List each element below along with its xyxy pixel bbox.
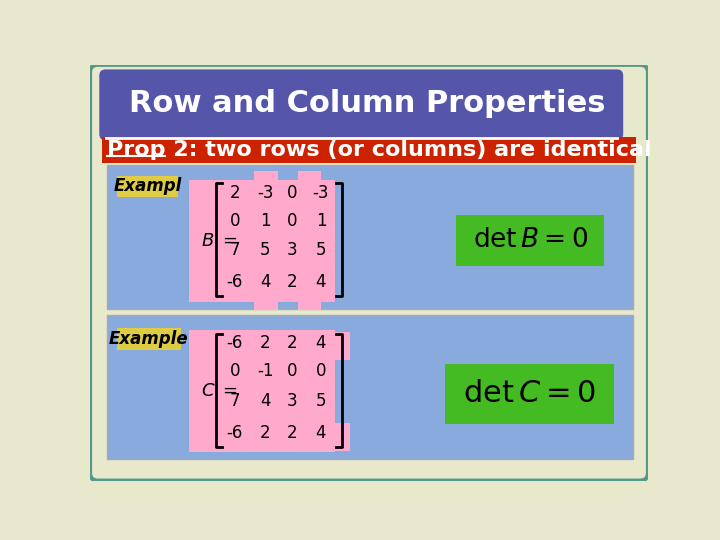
- Bar: [107, 165, 632, 309]
- Bar: [333, 423, 351, 450]
- Text: 3: 3: [287, 392, 297, 410]
- Bar: [254, 171, 277, 180]
- Text: 1: 1: [260, 212, 271, 230]
- Text: -3: -3: [312, 184, 329, 201]
- Text: $\det B = 0$: $\det B = 0$: [472, 227, 588, 253]
- Bar: [102, 137, 636, 163]
- Text: -6: -6: [227, 334, 243, 352]
- Text: 1: 1: [315, 212, 326, 230]
- Text: 4: 4: [315, 273, 326, 291]
- Bar: [117, 176, 178, 197]
- Text: 2: 2: [260, 424, 271, 442]
- Text: 5: 5: [315, 392, 326, 410]
- Text: 0: 0: [287, 184, 297, 201]
- Text: $\det C = 0$: $\det C = 0$: [463, 379, 596, 408]
- Text: 4: 4: [260, 273, 271, 291]
- Text: 2: 2: [287, 334, 297, 352]
- Text: -3: -3: [257, 184, 274, 201]
- Text: Row and Column Properties: Row and Column Properties: [129, 89, 606, 118]
- Text: 0: 0: [230, 212, 240, 230]
- Bar: [297, 171, 321, 180]
- Text: 5: 5: [315, 241, 326, 259]
- Bar: [254, 300, 277, 309]
- Bar: [333, 332, 351, 360]
- FancyBboxPatch shape: [99, 70, 624, 140]
- Bar: [117, 328, 181, 350]
- Text: 4: 4: [315, 424, 326, 442]
- Bar: [107, 315, 632, 459]
- Text: $B\ =$: $B\ =$: [201, 232, 238, 250]
- Text: Example: Example: [109, 330, 189, 348]
- Text: 0: 0: [230, 362, 240, 380]
- FancyBboxPatch shape: [456, 215, 604, 266]
- Text: Prop 2: two rows (or columns) are identical: Prop 2: two rows (or columns) are identi…: [107, 139, 652, 159]
- Bar: [189, 180, 335, 302]
- Bar: [297, 300, 321, 309]
- Text: 2: 2: [230, 184, 240, 201]
- Text: 5: 5: [260, 241, 271, 259]
- Text: 4: 4: [260, 392, 271, 410]
- Text: $C\ =$: $C\ =$: [201, 382, 238, 400]
- Text: 2: 2: [287, 424, 297, 442]
- Text: 0: 0: [287, 212, 297, 230]
- Text: 2: 2: [287, 273, 297, 291]
- FancyBboxPatch shape: [90, 65, 648, 481]
- Text: 0: 0: [287, 362, 297, 380]
- Text: 3: 3: [287, 241, 297, 259]
- Bar: [189, 330, 335, 452]
- Text: 7: 7: [230, 392, 240, 410]
- Text: 0: 0: [315, 362, 326, 380]
- Text: -6: -6: [227, 273, 243, 291]
- Text: -1: -1: [257, 362, 274, 380]
- FancyBboxPatch shape: [445, 363, 614, 423]
- Text: Exampl: Exampl: [113, 178, 181, 195]
- Text: 7: 7: [230, 241, 240, 259]
- Text: 2: 2: [260, 334, 271, 352]
- Text: 4: 4: [315, 334, 326, 352]
- Text: -6: -6: [227, 424, 243, 442]
